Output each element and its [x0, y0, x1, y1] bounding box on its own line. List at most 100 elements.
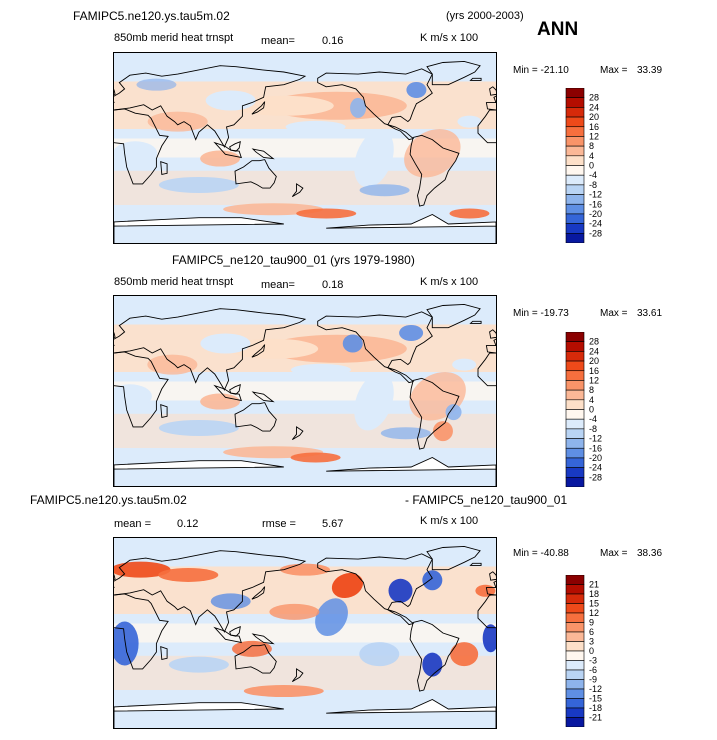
coastline-antarctica — [326, 456, 496, 486]
colorbar-tick-label: 12 — [589, 131, 599, 141]
colorbar-tick-label: 4 — [589, 395, 594, 405]
coastline-australia — [234, 402, 277, 432]
coastline-africa — [114, 593, 169, 670]
colorbar-tick-label: -4 — [589, 170, 597, 180]
colorbar-tick-label: -28 — [589, 472, 602, 482]
coastline-greenland — [426, 60, 481, 86]
coastline-uk — [114, 574, 116, 580]
colorbar-tick-label: -15 — [589, 694, 602, 704]
colorbar-swatch — [565, 438, 585, 449]
coastline-northAmerica — [317, 311, 433, 384]
colorbar-swatch — [565, 360, 585, 372]
panel2-colorbar: 28 24 20 16 12 8 4 0 -4 -8 -12 -16 -20 -24 -28 — [565, 332, 625, 487]
panel1-case-title: FAMIPC5.ne120.ys.tau5m.02 — [73, 9, 230, 23]
coastline-antarctica — [114, 702, 284, 728]
colorbar-swatch — [565, 155, 585, 166]
coastline-madagascar — [160, 161, 168, 175]
colorbar-swatch — [565, 650, 585, 661]
colorbar-swatch — [565, 660, 585, 671]
colorbar-swatch — [565, 707, 585, 718]
coastline-japan — [251, 344, 266, 358]
colorbar-tick-label: -20 — [589, 209, 602, 219]
colorbar-swatch — [565, 341, 585, 352]
coastline-newZealand — [291, 426, 304, 440]
coastline-southAmerica — [409, 619, 460, 692]
panel1-mean-label: mean= — [261, 35, 295, 47]
colorbar-swatch — [565, 97, 585, 108]
colorbar-swatch — [565, 107, 585, 118]
colorbar-swatch — [565, 332, 585, 342]
colorbar-tick-label: 9 — [589, 618, 594, 628]
colorbar-tick-label: 8 — [589, 385, 594, 395]
colorbar-swatch — [565, 428, 585, 439]
coastline-newZealand — [291, 668, 304, 682]
colorbar-tick-label: -24 — [589, 463, 602, 473]
colorbar-tick-label: -28 — [589, 228, 602, 238]
colorbar-tick-label: 28 — [589, 93, 599, 103]
coastline-iceland — [469, 77, 482, 81]
panel3-mean-label: mean = — [114, 518, 151, 530]
colorbar-swatch — [565, 679, 585, 690]
colorbar-tick-label: 15 — [589, 599, 599, 609]
coastline-antarctica — [326, 213, 496, 243]
panel1-max-label: Max = — [600, 65, 628, 76]
coastline-uk — [114, 89, 116, 95]
colorbar-tick-label: -8 — [589, 180, 597, 190]
colorbar-tick-label: 0 — [589, 646, 594, 656]
coastline-europeAsia — [114, 550, 307, 633]
coastline-iceland — [469, 562, 482, 566]
panel2-mean-value: 0.18 — [322, 279, 344, 291]
colorbar-tick-label: 0 — [589, 405, 594, 415]
colorbar-tick-label: -20 — [589, 453, 602, 463]
panel2-map — [113, 295, 497, 487]
colorbar-swatch — [565, 584, 585, 595]
colorbar-swatch — [565, 174, 585, 186]
coastline-africa — [477, 594, 496, 629]
colorbar-tick-label: -9 — [589, 675, 597, 685]
colorbar-tick-label: -24 — [589, 219, 602, 229]
colorbar-swatch — [565, 477, 585, 487]
colorbar-swatch — [565, 399, 585, 410]
coastline-africa — [477, 109, 496, 144]
colorbar-tick-label: 21 — [589, 580, 599, 590]
panel1-units: K m/s x 100 — [420, 32, 479, 44]
coastline-antarctica — [114, 460, 284, 486]
colorbar-tick-label: -12 — [589, 190, 602, 200]
coastline-japan — [251, 586, 266, 600]
panel3-rmse-label: rmse = — [262, 518, 296, 530]
panel1-mean-value: 0.16 — [322, 35, 344, 47]
colorbar-tick-label: -21 — [589, 713, 602, 723]
colorbar-tick-label: -6 — [589, 665, 597, 675]
colorbar-swatch — [565, 88, 585, 98]
panel1-max-value: 33.39 — [637, 65, 663, 76]
colorbar-swatch — [565, 467, 585, 478]
colorbar-tick-label: -16 — [589, 199, 602, 209]
colorbar-tick-label: -3 — [589, 656, 597, 666]
panel2-mean-label: mean= — [261, 279, 295, 291]
coastline-newGuinea — [251, 391, 275, 403]
colorbar-swatch — [565, 447, 585, 459]
panel3-case-title: FAMIPC5.ne120.ys.tau5m.02 — [30, 493, 187, 507]
colorbar-tick-label: 24 — [589, 346, 599, 356]
colorbar-swatch — [565, 688, 585, 699]
coastline-northAmerica — [317, 553, 433, 626]
colorbar-swatch — [565, 351, 585, 362]
coastline-australia — [234, 159, 277, 189]
coastline-newZealand — [291, 183, 304, 197]
colorbar-swatch — [565, 631, 585, 642]
coastline-uk — [489, 329, 496, 339]
colorbar-tick-label: -18 — [589, 703, 602, 713]
panel2-variable: 850mb merid heat trnspt — [114, 276, 234, 288]
coastline-indonesia — [213, 626, 242, 644]
colorbar-swatch — [565, 116, 585, 128]
coastline-borneo — [229, 625, 241, 637]
panel1-map — [113, 52, 497, 244]
colorbar-tick-label: -12 — [589, 684, 602, 694]
coastline-southAmerica — [409, 134, 460, 207]
colorbar-swatch — [565, 380, 585, 391]
coastline-japan — [251, 101, 266, 115]
colorbar-swatch — [565, 575, 585, 585]
panel3-max-value: 38.36 — [637, 548, 663, 559]
colorbar-tick-label: 3 — [589, 637, 594, 647]
coastline-greenland — [426, 545, 481, 571]
